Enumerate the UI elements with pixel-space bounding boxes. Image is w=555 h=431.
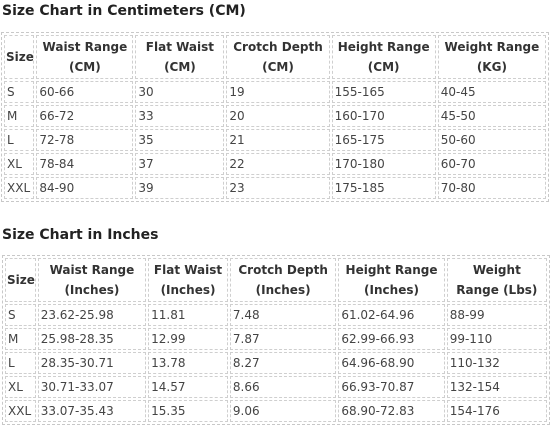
cm-size-table: Size Waist Range (CM) Flat Waist (CM) Cr…: [1, 32, 549, 202]
cell-weight-range: 50-60: [437, 129, 546, 151]
cell-height-range: 68.90-72.83: [338, 400, 445, 422]
column-header-weight-range: Weight Range (KG): [437, 35, 546, 79]
cell-waist-range: 23.62-25.98: [37, 304, 147, 326]
cell-waist-range: 28.35-30.71: [37, 352, 147, 374]
cell-waist-range: 72-78: [36, 129, 134, 151]
table-row: M 66-72 33 20 160-170 45-50: [4, 105, 546, 127]
table-row: M 25.98-28.35 12.99 7.87 62.99-66.93 99-…: [5, 328, 547, 350]
cell-crotch-depth: 19: [226, 81, 330, 103]
cell-size: XXL: [5, 400, 36, 422]
cell-size: S: [5, 304, 36, 326]
inch-size-table: Size Waist Range (Inches) Flat Waist (In…: [2, 255, 550, 425]
column-header-weight-range: Weight Range (Lbs): [446, 258, 547, 302]
column-header-size: Size: [5, 258, 36, 302]
column-header-height-range: Height Range (Inches): [338, 258, 445, 302]
cell-weight-range: 154-176: [446, 400, 547, 422]
table-header-row: Size Waist Range (Inches) Flat Waist (In…: [5, 258, 547, 302]
cell-flat-waist: 33: [135, 105, 225, 127]
cell-weight-range: 45-50: [437, 105, 546, 127]
cell-height-range: 165-175: [331, 129, 436, 151]
column-header-crotch-depth: Crotch Depth (Inches): [229, 258, 337, 302]
cell-flat-waist: 11.81: [148, 304, 228, 326]
cell-waist-range: 33.07-35.43: [37, 400, 147, 422]
cell-flat-waist: 14.57: [148, 376, 228, 398]
inch-chart-title: Size Chart in Inches: [2, 227, 159, 243]
cell-height-range: 66.93-70.87: [338, 376, 445, 398]
table-row: L 28.35-30.71 13.78 8.27 64.96-68.90 110…: [5, 352, 547, 374]
cell-crotch-depth: 7.48: [229, 304, 337, 326]
cell-weight-range: 60-70: [437, 153, 546, 175]
table-row: XXL 84-90 39 23 175-185 70-80: [4, 177, 546, 199]
cell-weight-range: 132-154: [446, 376, 547, 398]
cell-size: XL: [4, 153, 35, 175]
table-row: XXL 33.07-35.43 15.35 9.06 68.90-72.83 1…: [5, 400, 547, 422]
cell-size: S: [4, 81, 35, 103]
cell-height-range: 160-170: [331, 105, 436, 127]
cell-height-range: 61.02-64.96: [338, 304, 445, 326]
cell-weight-range: 40-45: [437, 81, 546, 103]
cell-height-range: 64.96-68.90: [338, 352, 445, 374]
cell-size: XXL: [4, 177, 35, 199]
table-row: S 60-66 30 19 155-165 40-45: [4, 81, 546, 103]
cell-flat-waist: 12.99: [148, 328, 228, 350]
cell-size: M: [4, 105, 35, 127]
cell-crotch-depth: 20: [226, 105, 330, 127]
cell-crotch-depth: 8.66: [229, 376, 337, 398]
cell-height-range: 175-185: [331, 177, 436, 199]
cell-size: L: [5, 352, 36, 374]
cell-flat-waist: 35: [135, 129, 225, 151]
cell-size: L: [4, 129, 35, 151]
cell-flat-waist: 37: [135, 153, 225, 175]
table-row: XL 30.71-33.07 14.57 8.66 66.93-70.87 13…: [5, 376, 547, 398]
cell-flat-waist: 13.78: [148, 352, 228, 374]
table-row: XL 78-84 37 22 170-180 60-70: [4, 153, 546, 175]
cell-crotch-depth: 23: [226, 177, 330, 199]
cell-waist-range: 25.98-28.35: [37, 328, 147, 350]
cell-weight-range: 70-80: [437, 177, 546, 199]
cell-flat-waist: 39: [135, 177, 225, 199]
cell-weight-range: 99-110: [446, 328, 547, 350]
cell-waist-range: 78-84: [36, 153, 134, 175]
column-header-flat-waist: Flat Waist (Inches): [148, 258, 228, 302]
table-row: L 72-78 35 21 165-175 50-60: [4, 129, 546, 151]
cell-crotch-depth: 8.27: [229, 352, 337, 374]
cell-crotch-depth: 9.06: [229, 400, 337, 422]
cell-waist-range: 84-90: [36, 177, 134, 199]
cell-crotch-depth: 22: [226, 153, 330, 175]
cell-crotch-depth: 7.87: [229, 328, 337, 350]
cell-waist-range: 30.71-33.07: [37, 376, 147, 398]
table-header-row: Size Waist Range (CM) Flat Waist (CM) Cr…: [4, 35, 546, 79]
cell-height-range: 155-165: [331, 81, 436, 103]
cell-size: M: [5, 328, 36, 350]
cell-flat-waist: 30: [135, 81, 225, 103]
column-header-waist-range: Waist Range (CM): [36, 35, 134, 79]
cell-crotch-depth: 21: [226, 129, 330, 151]
column-header-height-range: Height Range (CM): [331, 35, 436, 79]
cell-waist-range: 60-66: [36, 81, 134, 103]
cell-height-range: 62.99-66.93: [338, 328, 445, 350]
table-row: S 23.62-25.98 11.81 7.48 61.02-64.96 88-…: [5, 304, 547, 326]
cm-chart-title: Size Chart in Centimeters (CM): [2, 3, 246, 19]
cell-size: XL: [5, 376, 36, 398]
cell-flat-waist: 15.35: [148, 400, 228, 422]
column-header-flat-waist: Flat Waist (CM): [135, 35, 225, 79]
cell-weight-range: 110-132: [446, 352, 547, 374]
column-header-crotch-depth: Crotch Depth (CM): [226, 35, 330, 79]
cell-weight-range: 88-99: [446, 304, 547, 326]
column-header-waist-range: Waist Range (Inches): [37, 258, 147, 302]
cell-waist-range: 66-72: [36, 105, 134, 127]
column-header-size: Size: [4, 35, 35, 79]
cell-height-range: 170-180: [331, 153, 436, 175]
